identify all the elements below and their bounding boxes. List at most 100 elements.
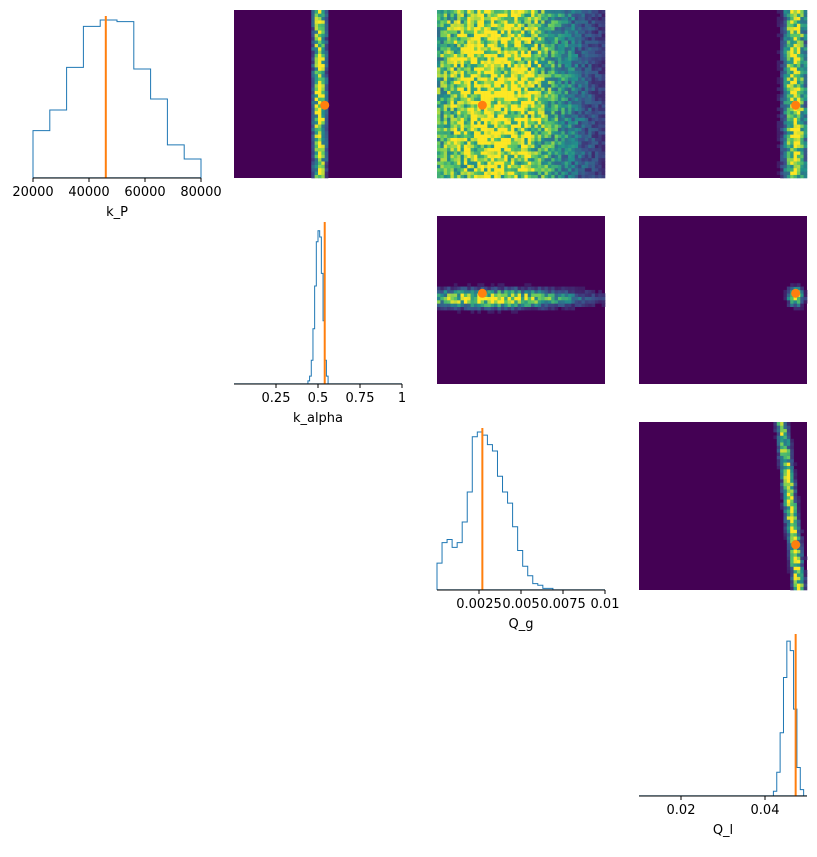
heatmap-cell bbox=[534, 130, 539, 135]
heatmap-cell bbox=[803, 583, 808, 587]
heatmap-cell bbox=[581, 36, 586, 41]
heatmap-cell bbox=[494, 50, 498, 54]
heatmap-cell bbox=[457, 174, 461, 179]
heatmap-cell bbox=[588, 127, 592, 132]
heatmap-cell bbox=[457, 154, 461, 159]
heatmap-cell bbox=[504, 100, 508, 105]
heatmap-cell bbox=[547, 127, 552, 132]
heatmap-cell bbox=[490, 120, 495, 125]
heatmap-cell bbox=[783, 134, 788, 138]
heatmap-cell bbox=[463, 296, 468, 301]
heatmap-cell bbox=[450, 296, 455, 301]
heatmap-cell bbox=[541, 33, 545, 38]
heatmap-cell bbox=[803, 77, 808, 81]
heatmap-cell bbox=[490, 154, 495, 159]
heatmap-cell bbox=[547, 151, 552, 155]
heatmap-cell bbox=[527, 30, 532, 34]
heatmap-cell bbox=[541, 26, 545, 31]
heatmap-cell bbox=[460, 164, 465, 169]
heatmap-cell bbox=[786, 77, 791, 81]
heatmap-cell bbox=[527, 141, 532, 145]
heatmap-cell bbox=[510, 141, 515, 145]
heatmap-cell bbox=[460, 127, 465, 132]
heatmap-cell bbox=[517, 10, 522, 14]
heatmap-cell bbox=[527, 134, 532, 138]
heatmap-cell bbox=[537, 130, 542, 135]
heatmap-cell bbox=[321, 110, 326, 115]
heatmap-cell bbox=[803, 289, 808, 294]
heatmap-cell bbox=[484, 124, 488, 128]
heatmap-cell bbox=[601, 60, 606, 65]
heatmap-cell bbox=[521, 120, 525, 125]
heatmap-cell bbox=[437, 157, 441, 162]
heatmap-cell bbox=[524, 100, 529, 105]
heatmap-cell bbox=[487, 50, 492, 54]
heatmap-cell bbox=[803, 100, 808, 105]
heatmap-cell bbox=[571, 124, 576, 128]
heatmap-cell bbox=[800, 43, 804, 48]
heatmap-cell bbox=[463, 161, 468, 165]
heatmap-cell bbox=[571, 147, 576, 152]
heatmap-cell bbox=[584, 174, 589, 179]
heatmap-cell bbox=[510, 23, 515, 28]
heatmap-cell bbox=[467, 167, 471, 172]
heatmap-cell bbox=[314, 33, 319, 38]
heatmap-cell bbox=[514, 174, 518, 179]
heatmap-cell bbox=[591, 124, 596, 128]
heatmap-cell bbox=[507, 151, 512, 155]
heatmap-cell bbox=[796, 124, 801, 128]
heatmap-cell bbox=[443, 120, 448, 125]
heatmap-cell bbox=[544, 60, 549, 65]
heatmap-cell bbox=[507, 100, 512, 105]
heatmap-cell bbox=[527, 110, 532, 115]
heatmap-cell bbox=[786, 80, 791, 85]
heatmap-cell bbox=[601, 141, 606, 145]
heatmap-cell bbox=[440, 117, 445, 122]
heatmap-cell bbox=[514, 157, 518, 162]
heatmap-cell bbox=[537, 57, 542, 61]
heatmap-cell bbox=[561, 167, 565, 172]
heatmap-cell bbox=[574, 120, 579, 125]
heatmap-cell bbox=[790, 154, 794, 159]
heatmap-cell bbox=[780, 144, 784, 149]
heatmap-cell bbox=[594, 43, 599, 48]
heatmap-cell bbox=[443, 16, 448, 21]
heatmap-cell bbox=[800, 94, 804, 98]
heatmap-cell bbox=[510, 134, 515, 138]
heatmap-cell bbox=[504, 141, 508, 145]
heatmap-cell bbox=[588, 164, 592, 169]
heatmap-cell bbox=[443, 164, 448, 169]
heatmap-cell bbox=[544, 289, 549, 294]
heatmap-cell bbox=[473, 63, 478, 68]
heatmap-cell bbox=[783, 489, 788, 493]
heatmap-cell bbox=[500, 36, 505, 41]
heatmap-cell bbox=[443, 306, 448, 311]
heatmap-cell bbox=[463, 60, 468, 65]
heatmap-cell bbox=[541, 157, 545, 162]
heatmap-cell bbox=[494, 53, 498, 58]
heatmap-cell bbox=[803, 296, 808, 301]
heatmap-cell bbox=[321, 147, 326, 152]
heatmap-cell bbox=[487, 303, 492, 308]
heatmap-cell bbox=[437, 130, 441, 135]
heatmap-cell bbox=[551, 107, 555, 112]
heatmap-cell bbox=[443, 151, 448, 155]
heatmap-cell bbox=[564, 130, 569, 135]
heatmap-cell bbox=[473, 43, 478, 48]
heatmap-cell bbox=[324, 154, 329, 159]
heatmap-cell bbox=[527, 161, 532, 165]
heatmap-cell bbox=[494, 157, 498, 162]
heatmap-cell bbox=[591, 90, 596, 95]
heatmap-cell bbox=[537, 286, 542, 291]
heatmap-cell bbox=[547, 16, 552, 21]
heatmap-cell bbox=[490, 60, 495, 65]
heatmap-cell bbox=[780, 442, 784, 446]
heatmap-cell bbox=[598, 87, 602, 91]
heatmap-cell bbox=[803, 157, 808, 162]
heatmap-cell bbox=[517, 154, 522, 159]
heatmap-cell bbox=[547, 100, 552, 105]
heatmap-cell bbox=[510, 151, 515, 155]
heatmap-cell bbox=[793, 475, 798, 480]
heatmap-cell bbox=[318, 63, 322, 68]
heatmap-cell bbox=[531, 77, 535, 81]
